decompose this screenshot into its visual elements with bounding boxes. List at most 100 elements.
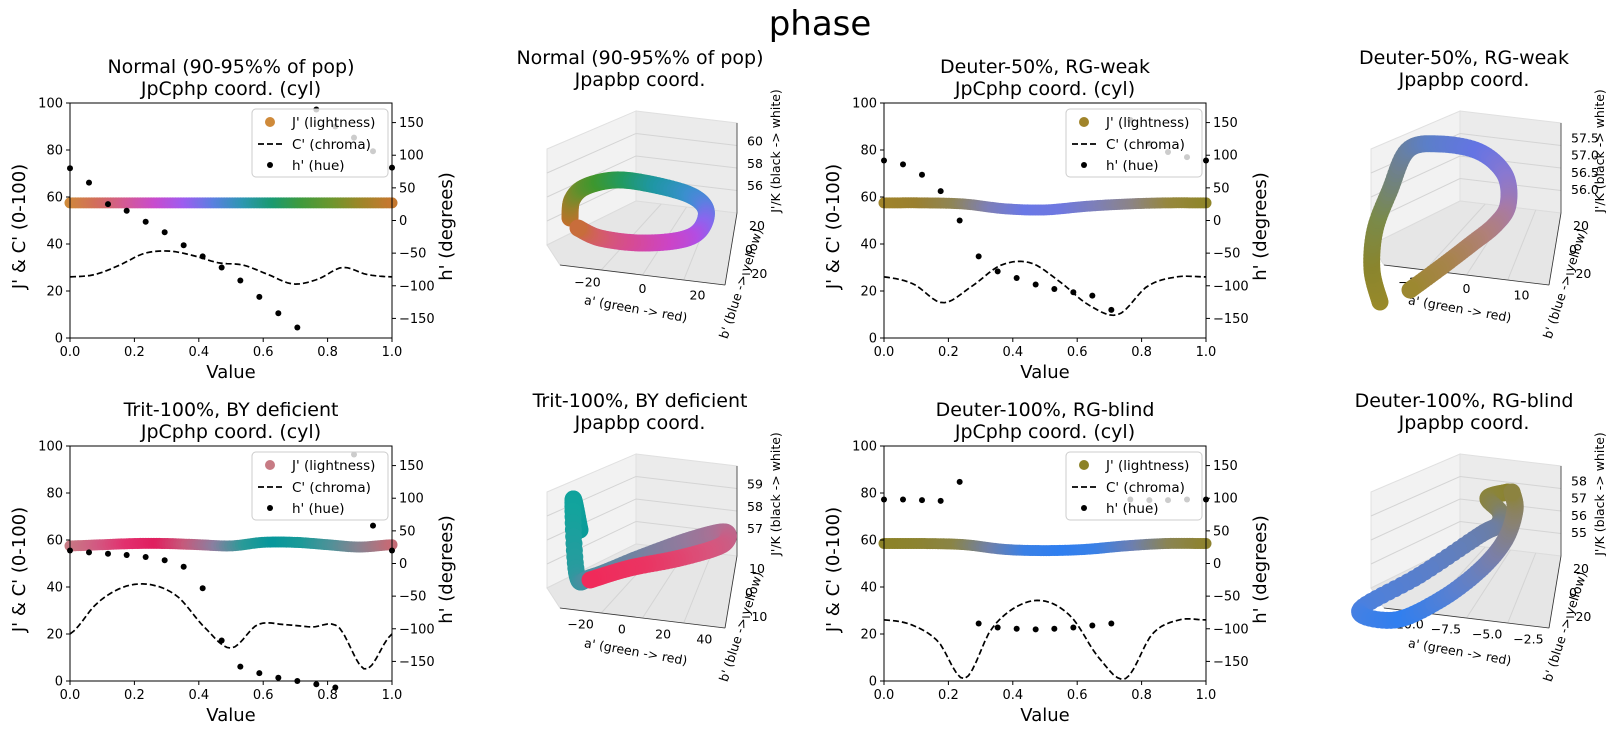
hue-point: [956, 478, 963, 485]
y2-axis-label: h' (degrees): [436, 515, 457, 624]
z-axis-label: J'/K (black -> white): [1592, 432, 1606, 557]
hue-point: [161, 557, 168, 564]
hue-point: [313, 681, 320, 688]
hue-point: [1051, 625, 1058, 632]
legend-label: C' (chroma): [292, 480, 371, 496]
y2-tick-label: 150: [399, 459, 424, 474]
z-tick-label: 56: [1571, 508, 1587, 523]
y2-tick-label: −100: [399, 622, 435, 637]
y-tick-label: 0: [55, 332, 63, 347]
x-tick-label: 0.6: [253, 688, 274, 703]
x-tick-label: 0.4: [1002, 345, 1023, 360]
panel-3d-1: Normal (90-95%% of pop)Jpapbp coord. −20 0…: [516, 47, 783, 341]
x-tick-label: 0.6: [253, 345, 274, 360]
hue-point: [1051, 286, 1058, 293]
hue-point: [104, 201, 111, 208]
x-tick-label: 0: [618, 622, 626, 637]
x-axis-label: Value: [1020, 705, 1069, 726]
gridline: [1370, 177, 1562, 222]
page-title: phase: [769, 4, 872, 44]
y2-tick-label: 150: [399, 116, 424, 131]
hue-point: [237, 277, 244, 284]
panel-subtitle: Jpapbp coord.: [574, 412, 706, 434]
y-tick-label: 20: [46, 628, 63, 643]
panel-subtitle: JpCphp coord. (cyl): [140, 78, 321, 100]
x-tick-label: 0.4: [188, 688, 209, 703]
y2-tick-label: −50: [399, 247, 426, 262]
gridline: [1424, 203, 1486, 271]
hue-point: [1089, 622, 1096, 629]
x-tick-label: 40: [696, 632, 712, 647]
hue-point: [1032, 626, 1039, 633]
gridline: [1370, 498, 1562, 541]
x-axis-label: a' (green -> red): [583, 292, 688, 325]
z-axis-label: J'/K (black -> white): [1592, 89, 1606, 214]
z-tick-label: 55: [1571, 525, 1587, 540]
x-axis-label: Value: [1020, 362, 1069, 383]
legend-box: [251, 108, 389, 178]
x-axis-label: a' (green -> red): [1407, 292, 1512, 325]
hue-point: [142, 218, 149, 225]
y-tick-label: −20: [1565, 266, 1591, 281]
y-axis-line: [724, 555, 738, 629]
hue-point: [85, 179, 92, 186]
panel-subtitle: JpCphp coord. (cyl): [954, 78, 1135, 100]
z-tick-label: 59: [747, 476, 763, 491]
legend-label: h' (hue): [1106, 158, 1159, 174]
x-tick-label: 0.4: [1002, 688, 1023, 703]
x-tick-label: 0.8: [317, 345, 338, 360]
y2-axis-label: h' (degrees): [1250, 515, 1271, 624]
z-tick-label: 56: [747, 178, 763, 193]
x-tick-label: 1.0: [382, 345, 403, 360]
y-tick-label: −20: [1565, 609, 1591, 624]
legend-box: [251, 451, 389, 521]
loop-point: [581, 571, 599, 589]
y2-tick-label: 100: [399, 492, 424, 507]
legend-label: h' (hue): [292, 501, 345, 517]
x-tick-label: 0.2: [938, 688, 959, 703]
x-tick-label: 0: [639, 281, 647, 296]
y-axis-label: J' & C' (0-100): [823, 507, 844, 633]
z-tick-label: 56.5: [1571, 165, 1599, 180]
legend-lightness-marker: [265, 460, 275, 470]
chroma-line: [69, 583, 393, 670]
panel-title: Deuter-50%, RG-weak: [940, 56, 1150, 78]
hue-point: [199, 253, 206, 260]
hue-point: [199, 585, 206, 592]
hue-point: [1013, 625, 1020, 632]
y2-tick-label: −100: [1213, 622, 1249, 637]
z-tick-label: 58: [1571, 473, 1587, 488]
legend-lightness-marker: [1079, 460, 1089, 470]
y-axis-line: [1548, 212, 1562, 286]
hue-point: [142, 553, 149, 560]
hue-point: [123, 207, 130, 214]
hue-point: [256, 670, 263, 677]
y2-tick-label: 100: [399, 149, 424, 164]
z-tick-label: 58: [747, 499, 763, 514]
panel-subtitle: Jpapbp coord.: [1398, 69, 1530, 91]
hue-point: [332, 684, 339, 691]
z-axis-label: J'/K (black -> white): [768, 89, 783, 214]
legend-label: h' (hue): [1106, 501, 1159, 517]
y2-tick-label: −150: [1213, 655, 1249, 670]
y-tick-label: 100: [38, 440, 63, 455]
hue-point: [899, 496, 906, 503]
y2-axis-label: h' (degrees): [1250, 172, 1271, 281]
hue-point: [937, 188, 944, 195]
y-tick-label: 80: [46, 144, 63, 159]
x-tick-label: 0.0: [60, 345, 81, 360]
x-tick-label: 0: [1463, 281, 1471, 296]
x-tick-label: 20: [690, 288, 706, 303]
y2-tick-label: −50: [399, 590, 426, 605]
y-tick-label: 60: [46, 534, 63, 549]
x-axis-line: [1383, 264, 1550, 286]
hue-point: [1070, 289, 1077, 296]
panel-subtitle: Jpapbp coord.: [574, 69, 706, 91]
hue-point: [85, 549, 92, 556]
hue-point: [275, 310, 282, 317]
y-tick-label: 20: [860, 628, 877, 643]
y-tick-label: 80: [860, 144, 877, 159]
y2-tick-label: −150: [1213, 312, 1249, 327]
